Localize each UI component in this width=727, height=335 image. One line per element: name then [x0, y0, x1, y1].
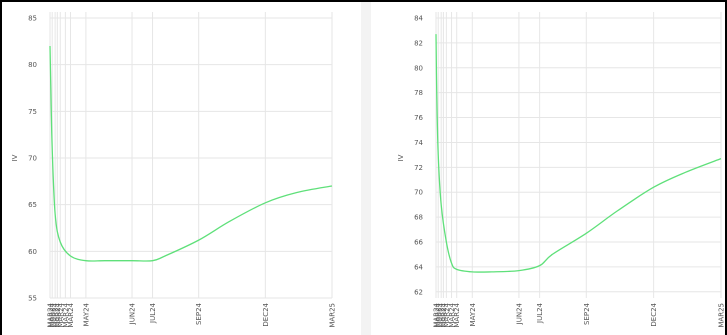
x-tick-label: MAR24: [448, 302, 456, 327]
x-tick-label: SEP24: [583, 302, 591, 325]
iv-data-point: [152, 260, 153, 261]
x-tick-label: MAR24: [47, 302, 55, 327]
y-tick-label: 65: [28, 201, 37, 209]
iv-data-point: [60, 241, 61, 242]
iv-data-point: [491, 271, 492, 272]
iv-data-point: [70, 255, 71, 256]
x-tick-label: MAR24: [49, 302, 57, 327]
x-tick-label: MAY24: [82, 302, 90, 326]
y-tick-label: 74: [414, 139, 423, 147]
y-tick-label: 60: [28, 248, 37, 256]
y-tick-label: 75: [28, 108, 37, 116]
x-tick-label: MAY24: [469, 302, 477, 326]
iv-data-point: [685, 172, 686, 173]
iv-data-point: [653, 187, 654, 188]
iv-data-point: [539, 265, 540, 266]
iv-data-point: [720, 158, 721, 159]
x-tick-label: MAR24: [433, 302, 441, 327]
iv-series-line: [49, 45, 333, 262]
iv-data-point: [435, 34, 436, 35]
iv-data-point: [441, 204, 442, 205]
iv-data-point: [198, 240, 199, 241]
y-tick-label: 80: [414, 64, 423, 72]
iv-series-line: [435, 34, 722, 273]
chart-panel-right: 62 64 66 68 70 72 74 76 78 80 82 84 MAR24 MAR24 MAR24 M…: [371, 2, 725, 335]
iv-data-point: [131, 260, 132, 261]
iv-data-point: [446, 241, 447, 242]
x-tick-label: MAR24: [57, 302, 65, 327]
iv-data-point: [331, 185, 332, 186]
y-tick-label: 80: [28, 61, 37, 69]
y-axis-title: IV: [11, 154, 19, 161]
x-tick-label: MAR24: [67, 302, 75, 327]
x-tick-label: JUL24: [536, 302, 544, 324]
iv-data-point: [586, 233, 587, 234]
x-tick-label: JUN24: [129, 302, 137, 325]
iv-data-point: [617, 210, 618, 211]
iv-data-point: [518, 270, 519, 271]
x-tick-label: MAR25: [718, 303, 726, 328]
iv-data-point: [472, 271, 473, 272]
iv-data-point: [265, 202, 266, 203]
iv-data-point: [49, 45, 50, 46]
iv-data-point: [50, 83, 51, 84]
y-tick-label: 66: [414, 239, 423, 247]
x-tick-label: MAR24: [62, 302, 70, 327]
x-tick-label: MAR24: [54, 302, 62, 327]
iv-data-point: [55, 213, 56, 214]
x-tick-label: MAR25: [329, 303, 337, 328]
iv-data-point: [552, 254, 553, 255]
y-tick-label: 78: [414, 89, 423, 97]
x-tick-label: MAR24: [440, 302, 448, 327]
x-tick-label: JUL24: [149, 302, 157, 324]
iv-data-point: [438, 154, 439, 155]
iv-data-point: [164, 255, 165, 256]
y-tick-label: 72: [414, 164, 423, 172]
x-tick-label: MAR24: [443, 302, 451, 327]
x-tick-label: SEP24: [195, 302, 203, 325]
iv-data-point: [85, 260, 86, 261]
iv-data-point: [456, 269, 457, 270]
iv-chart-right: 626466687072747678808284MAR24MAR24MAR24M…: [397, 12, 726, 328]
y-tick-label: 82: [414, 39, 423, 47]
x-tick-label: MAR24: [438, 302, 446, 327]
iv-data-point: [436, 92, 437, 93]
x-tick-label: MAR24: [453, 302, 461, 327]
iv-data-point: [296, 192, 297, 193]
iv-data-point: [52, 148, 53, 149]
iv-chart-left: 55606570758085MAR24MAR24MAR24MAR24MAR24M…: [11, 12, 337, 328]
y-tick-label: 68: [414, 214, 423, 222]
iv-data-point: [104, 260, 105, 261]
chart-panel-left: 55 60 65 70 75 80 85 MAR24 MAR24 MAR24 MAR24 MAR24 M…: [2, 2, 361, 335]
y-tick-label: 64: [414, 263, 423, 271]
y-tick-label: 85: [28, 15, 37, 23]
iv-data-point: [229, 221, 230, 222]
y-tick-label: 70: [28, 155, 37, 163]
x-tick-label: MAR24: [435, 302, 443, 327]
y-tick-label: 55: [28, 295, 37, 303]
y-axis-title: IV: [397, 154, 405, 161]
x-tick-label: DEC24: [262, 302, 270, 326]
y-tick-label: 70: [414, 189, 423, 197]
panel-gutter: [361, 2, 371, 335]
x-tick-label: DEC24: [650, 302, 658, 326]
x-tick-label: MAR24: [52, 302, 60, 327]
y-tick-label: 76: [414, 114, 423, 122]
y-tick-label: 62: [414, 288, 423, 296]
iv-data-point: [451, 263, 452, 264]
y-tick-label: 84: [414, 15, 423, 23]
x-tick-label: JUN24: [515, 302, 523, 325]
